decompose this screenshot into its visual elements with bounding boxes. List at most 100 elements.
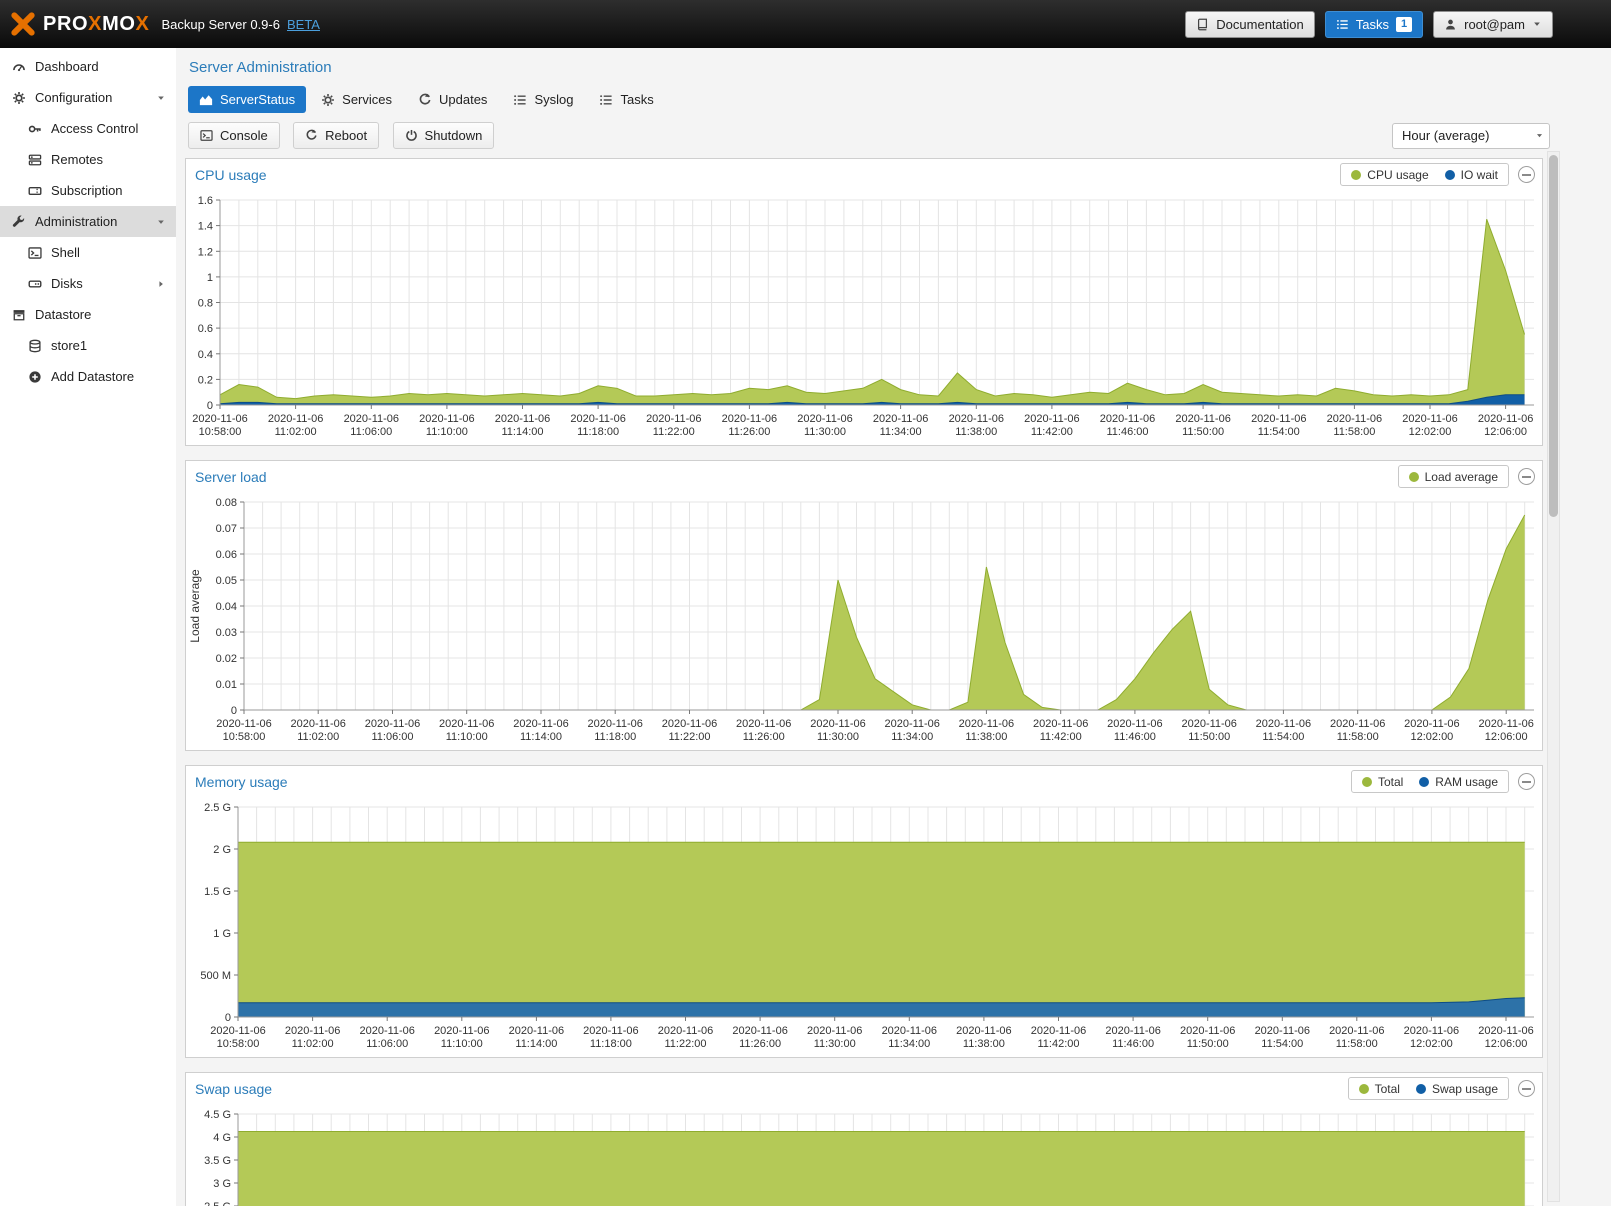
console-button[interactable]: Console — [188, 122, 280, 149]
gauge-icon — [12, 60, 26, 74]
svg-text:0.8: 0.8 — [198, 298, 213, 310]
chart-icon — [199, 93, 213, 107]
svg-text:0.2: 0.2 — [198, 374, 213, 386]
collapse-panel-button[interactable] — [1518, 468, 1535, 485]
chart-legend: Total Swap usage — [1347, 1077, 1509, 1100]
sidebar-item-label: Subscription — [51, 183, 123, 198]
shutdown-button[interactable]: Shutdown — [392, 122, 495, 149]
legend-item-total[interactable]: Total — [1361, 775, 1403, 789]
sidebar-item-administration[interactable]: Administration — [0, 206, 176, 237]
reboot-button[interactable]: Reboot — [293, 122, 380, 149]
tab-bar: ServerStatus Services Updates Syslog Tas… — [188, 86, 1611, 113]
svg-text:0: 0 — [207, 400, 213, 412]
tab-label: Syslog — [534, 92, 574, 107]
tab-serverstatus[interactable]: ServerStatus — [188, 86, 307, 113]
svg-text:2.5 G: 2.5 G — [204, 1201, 231, 1206]
sidebar-item-label: Datastore — [35, 307, 92, 322]
legend-label: Load average — [1424, 469, 1498, 484]
sidebar-item-disks[interactable]: Disks — [0, 268, 176, 299]
tab-updates[interactable]: Updates — [407, 86, 498, 113]
collapse-panel-button[interactable] — [1518, 166, 1535, 183]
svg-text:Load average: Load average — [188, 569, 202, 643]
sidebar-item-add-datastore[interactable]: Add Datastore — [0, 361, 176, 392]
panel-title: Memory usage — [195, 773, 288, 790]
server-icon — [28, 153, 42, 167]
legend-dot — [1419, 776, 1430, 787]
svg-text:500 M: 500 M — [200, 970, 231, 982]
collapse-panel-button[interactable] — [1518, 773, 1535, 790]
svg-text:1.6: 1.6 — [198, 195, 213, 207]
legend-item-total[interactable]: Total — [1358, 1082, 1400, 1096]
sidebar-item-subscription[interactable]: Subscription — [0, 175, 176, 206]
legend-item-io-wait[interactable]: IO wait — [1444, 168, 1498, 182]
timeframe-select[interactable]: Hour (average) — [1392, 122, 1550, 149]
sidebar-item-label: Add Datastore — [51, 369, 135, 384]
tasks-button[interactable]: Tasks 1 — [1324, 10, 1424, 38]
legend-dot — [1358, 1083, 1369, 1094]
sidebar-item-datastore[interactable]: Datastore — [0, 299, 176, 330]
sidebar-item-label: Disks — [51, 276, 83, 291]
refresh-icon — [305, 129, 318, 142]
sidebar-item-label: Remotes — [51, 152, 104, 167]
tab-tasks[interactable]: Tasks — [588, 86, 664, 113]
gears-icon — [12, 91, 26, 105]
proxmox-logo: PROXMOX — [10, 11, 149, 37]
terminal-icon — [200, 129, 213, 142]
user-menu-button[interactable]: root@pam — [1433, 10, 1553, 38]
list-icon — [513, 93, 527, 107]
svg-text:0.06: 0.06 — [216, 549, 237, 561]
tab-services[interactable]: Services — [310, 86, 403, 113]
sidebar-item-label: Shell — [51, 245, 80, 260]
gears-icon — [321, 93, 335, 107]
documentation-button[interactable]: Documentation — [1185, 10, 1315, 38]
sidebar-item-shell[interactable]: Shell — [0, 237, 176, 268]
legend-dot — [1361, 776, 1372, 787]
vertical-scrollbar[interactable] — [1547, 151, 1560, 1202]
sidebar-item-remotes[interactable]: Remotes — [0, 144, 176, 175]
legend-item-cpu-usage[interactable]: CPU usage — [1351, 168, 1429, 182]
svg-text:3.5 G: 3.5 G — [204, 1155, 231, 1167]
beta-link[interactable]: BETA — [286, 16, 320, 32]
panel-title: CPU usage — [195, 166, 267, 183]
svg-text:0.07: 0.07 — [216, 523, 237, 535]
sidebar-item-dashboard[interactable]: Dashboard — [0, 51, 176, 82]
box-icon — [12, 308, 26, 322]
sidebar-item-access-control[interactable]: Access Control — [0, 113, 176, 144]
chart-area: 0 500 M 1 G 1.5 G 2 G 2.5 G 2020-11-06 10:58:00… — [186, 797, 1542, 1057]
tab-syslog[interactable]: Syslog — [502, 86, 584, 113]
sidebar-item-configuration[interactable]: Configuration — [0, 82, 176, 113]
collapse-panel-button[interactable] — [1518, 1080, 1535, 1097]
legend-dot — [1408, 471, 1419, 482]
user-icon — [1444, 18, 1457, 31]
legend-dot — [1351, 169, 1362, 180]
legend-label: RAM usage — [1435, 774, 1498, 789]
svg-text:1: 1 — [207, 272, 213, 284]
scrollbar-thumb[interactable] — [1549, 155, 1558, 517]
tasks-badge: 1 — [1395, 16, 1413, 32]
legend-item-ram-usage[interactable]: RAM usage — [1419, 775, 1498, 789]
sidebar-item-label: Access Control — [51, 121, 139, 136]
caret-down-icon — [156, 93, 166, 103]
legend-item-swap-usage[interactable]: Swap usage — [1415, 1082, 1498, 1096]
legend-item-load-average[interactable]: Load average — [1408, 469, 1498, 484]
sidebar-item-store1[interactable]: store1 — [0, 330, 176, 361]
panel-header: CPU usage CPU usage IO wait — [186, 159, 1542, 190]
